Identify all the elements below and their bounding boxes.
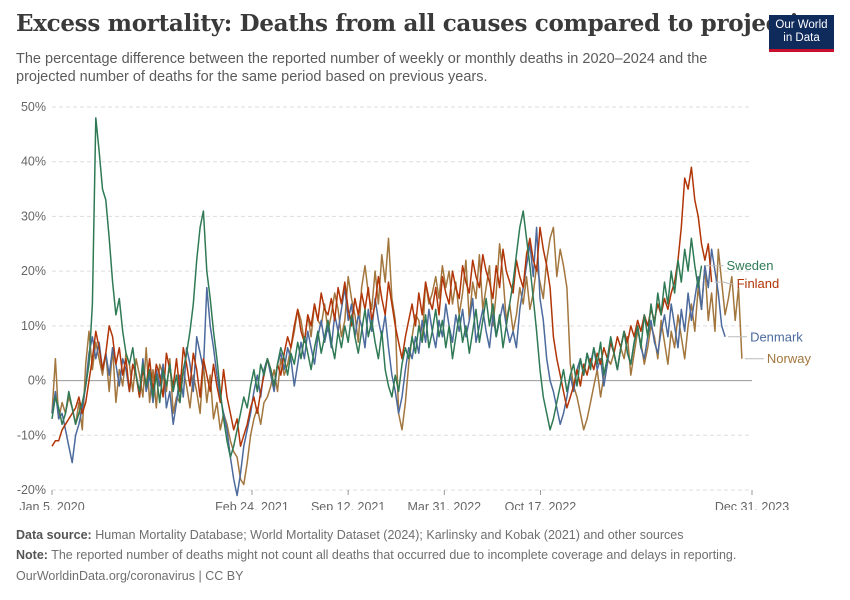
x-tick-label: Feb 24, 2021 — [215, 500, 289, 510]
y-axis-ticks: -20% -10% 0% 10% 20% 30% 40% 50% — [17, 100, 46, 497]
y-tick-label: -20% — [17, 483, 46, 497]
x-axis-ticks: Jan 5, 2020 Feb 24, 2021 Sep 12, 2021 Mar 3… — [19, 490, 789, 510]
y-tick-label: 40% — [21, 155, 46, 169]
legend-label-sweden: Sweden — [727, 258, 774, 273]
y-tick-label: 0% — [28, 374, 46, 388]
series-line-finland — [51, 166, 713, 447]
data-source: Data source: Human Mortality Database; W… — [16, 528, 683, 542]
legend-label-finland: Finland — [737, 276, 780, 291]
grid-lines — [52, 106, 752, 491]
chart-title: Excess mortality: Deaths from all causes… — [16, 10, 830, 37]
legend-labels: Sweden Finland Denmark Norway — [704, 258, 812, 366]
y-tick-label: -10% — [17, 428, 46, 442]
data-source-text: Human Mortality Database; World Mortalit… — [95, 528, 684, 542]
note: Note: The reported number of deaths migh… — [16, 548, 736, 562]
legend-label-norway: Norway — [767, 351, 812, 366]
legend-label-denmark: Denmark — [750, 329, 803, 344]
x-tick-label: Mar 31, 2022 — [407, 500, 481, 510]
owid-logo[interactable]: Our World in Data — [769, 15, 834, 52]
logo-line-1: Our World — [775, 19, 828, 31]
x-tick-label: Sep 12, 2021 — [311, 500, 385, 510]
y-tick-label: 10% — [21, 319, 46, 333]
y-tick-label: 30% — [21, 209, 46, 223]
source-url[interactable]: OurWorldinData.org/coronavirus | CC BY — [16, 569, 244, 583]
note-text: The reported number of deaths might not … — [51, 548, 737, 562]
data-source-label: Data source: — [16, 528, 92, 542]
y-tick-label: 20% — [21, 264, 46, 278]
series-line-norway — [51, 226, 743, 486]
series-lines — [51, 117, 743, 497]
note-label: Note: — [16, 548, 48, 562]
line-chart: -20% -10% 0% 10% 20% 30% 40% 50% Jan 5, 2020 Feb… — [17, 100, 812, 510]
y-tick-label: 50% — [21, 100, 46, 114]
x-tick-label: Dec 31, 2023 — [715, 500, 789, 510]
x-tick-label: Oct 17, 2022 — [505, 500, 577, 510]
series-line-sweden — [51, 117, 703, 458]
chart-subtitle: The percentage difference between the re… — [16, 51, 708, 85]
logo-line-2: in Data — [783, 32, 820, 44]
x-tick-label: Jan 5, 2020 — [19, 500, 84, 510]
series-line-denmark — [51, 226, 726, 497]
label-connector — [714, 281, 734, 285]
